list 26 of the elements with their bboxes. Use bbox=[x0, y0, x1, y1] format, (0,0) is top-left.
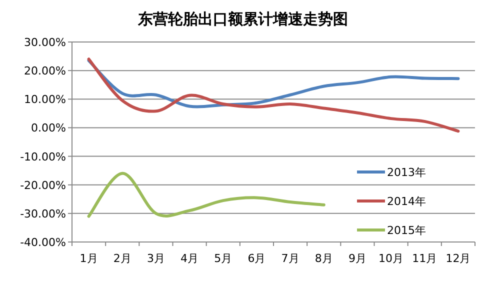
y-tick-label: 20.00% bbox=[24, 64, 66, 78]
x-tick-label: 6月 bbox=[248, 252, 266, 265]
legend-label: 2015年 bbox=[387, 224, 426, 237]
chart-title: 东营轮胎出口额累计增速走势图 bbox=[137, 10, 348, 28]
x-tick-label: 1月 bbox=[80, 252, 98, 265]
line-series bbox=[87, 172, 326, 218]
y-tick-label: 0.00% bbox=[31, 122, 66, 135]
x-tick-label: 4月 bbox=[180, 252, 199, 265]
line-series bbox=[87, 58, 460, 133]
y-tick-label: -10.00% bbox=[20, 150, 66, 164]
y-tick-label: 30.00% bbox=[24, 36, 66, 49]
x-tick-label: 8月 bbox=[314, 252, 333, 265]
x-tick-label: 9月 bbox=[348, 252, 366, 265]
legend-label: 2013年 bbox=[387, 166, 426, 179]
x-tick-label: 3月 bbox=[146, 252, 165, 265]
y-tick-label: -40.00% bbox=[20, 236, 66, 249]
x-tick-label: 2月 bbox=[113, 252, 132, 265]
y-tick-label: -30.00% bbox=[20, 207, 66, 220]
legend-label: 2014年 bbox=[387, 195, 426, 208]
x-tick-label: 10月 bbox=[378, 252, 404, 265]
y-tick-label: -20.00% bbox=[20, 178, 66, 192]
y-tick-label: 10.00% bbox=[24, 93, 66, 106]
x-tick-label: 12月 bbox=[446, 252, 471, 265]
x-tick-label: 5月 bbox=[214, 252, 232, 265]
x-tick-label: 7月 bbox=[281, 252, 300, 265]
x-tick-label: 11月 bbox=[412, 252, 438, 265]
